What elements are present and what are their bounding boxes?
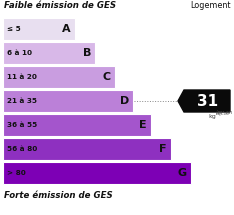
Text: Forte émission de GES: Forte émission de GES [4, 191, 113, 200]
Bar [3, 114, 151, 136]
Polygon shape [178, 90, 230, 112]
Bar [3, 138, 171, 160]
Text: Logement: Logement [190, 1, 231, 10]
Text: /m².an: /m².an [216, 109, 232, 115]
Text: Faible émission de GES: Faible émission de GES [4, 1, 116, 10]
Text: éqCO₂: éqCO₂ [216, 112, 230, 117]
Text: 11 à 20: 11 à 20 [7, 74, 37, 80]
Text: 21 à 35: 21 à 35 [7, 98, 37, 104]
Text: C: C [103, 72, 111, 82]
Text: 56 à 80: 56 à 80 [7, 146, 37, 152]
Text: G: G [178, 168, 187, 178]
Text: kg: kg [208, 114, 216, 119]
Text: A: A [62, 24, 71, 34]
Text: 36 à 55: 36 à 55 [7, 122, 37, 128]
Bar [3, 18, 75, 40]
Text: E: E [139, 120, 147, 130]
Text: 31: 31 [197, 94, 219, 109]
Bar [3, 66, 115, 88]
Text: B: B [83, 48, 91, 58]
Text: ≤ 5: ≤ 5 [7, 26, 21, 32]
Text: F: F [160, 144, 167, 154]
Text: > 80: > 80 [7, 170, 26, 176]
Bar [3, 42, 95, 64]
Bar [3, 90, 133, 112]
Bar [3, 162, 191, 184]
Text: 6 à 10: 6 à 10 [7, 50, 32, 56]
Text: D: D [120, 96, 129, 106]
